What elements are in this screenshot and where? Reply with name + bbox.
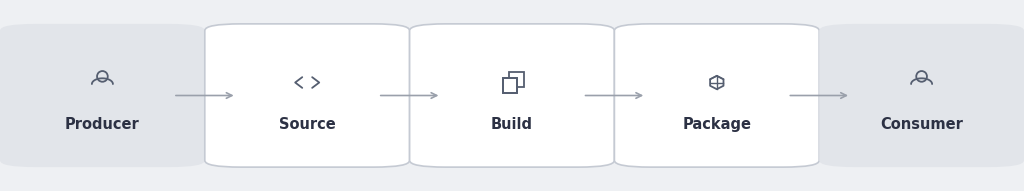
FancyBboxPatch shape — [205, 24, 410, 167]
Text: Producer: Producer — [66, 117, 139, 132]
FancyBboxPatch shape — [819, 24, 1024, 167]
Text: Build: Build — [490, 117, 534, 132]
FancyBboxPatch shape — [0, 24, 205, 167]
Text: Source: Source — [279, 117, 336, 132]
FancyBboxPatch shape — [503, 79, 517, 93]
FancyBboxPatch shape — [614, 24, 819, 167]
FancyBboxPatch shape — [410, 24, 614, 167]
Text: Consumer: Consumer — [881, 117, 963, 132]
Text: Package: Package — [682, 117, 752, 132]
